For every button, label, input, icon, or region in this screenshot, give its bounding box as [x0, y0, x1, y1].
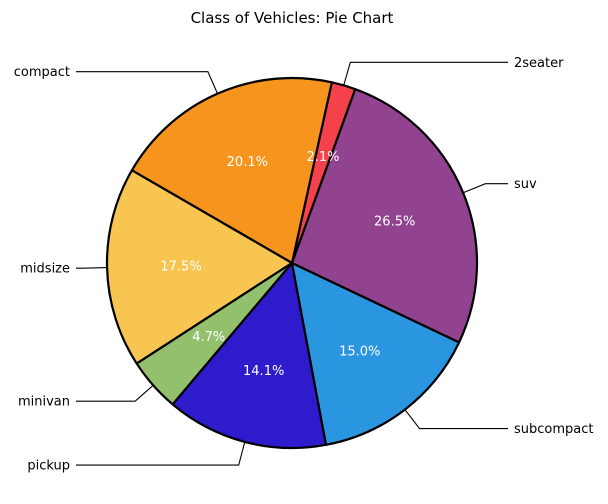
- pie-slice-midsize: [105, 169, 294, 365]
- percent-labels: 2.1% 20.1% 17.5% 4.7% 14.1% 15.0% 26.5%: [160, 150, 415, 379]
- category-labels: 2seater compact midsize minivan pickup subcom…: [14, 56, 594, 474]
- pie-slice-subcompact: [290, 261, 461, 446]
- leader-line-subcompact: [404, 409, 508, 430]
- category-label-minivan: minivan: [18, 395, 70, 410]
- percent-label-midsize: 17.5%: [160, 259, 201, 274]
- category-label-midsize: midsize: [20, 262, 70, 277]
- leader-line-midsize: [76, 267, 108, 269]
- percent-label-2seater: 2.1%: [306, 150, 339, 165]
- category-label-compact: compact: [14, 65, 70, 80]
- leader-lines: [76, 61, 508, 466]
- percent-label-subcompact: 15.0%: [339, 344, 380, 359]
- pie-slice-compact: [130, 76, 333, 265]
- chart-title: Class of Vehicles: Pie Chart: [191, 9, 394, 27]
- leader-line-minivan: [76, 384, 154, 402]
- leader-line-compact: [76, 71, 219, 94]
- pie-slice-pickup: [171, 261, 328, 450]
- category-label-subcompact: subcompact: [514, 422, 594, 437]
- leader-line-suv: [462, 183, 508, 194]
- leader-line-2seater: [343, 61, 508, 86]
- percent-label-compact: 20.1%: [227, 155, 268, 170]
- percent-label-minivan: 4.7%: [192, 330, 225, 345]
- category-label-2seater: 2seater: [514, 56, 564, 71]
- percent-label-suv: 26.5%: [374, 214, 415, 229]
- category-label-suv: suv: [514, 177, 537, 192]
- pie-slices: [105, 76, 479, 450]
- percent-label-pickup: 14.1%: [243, 364, 284, 379]
- leader-line-pickup: [76, 441, 246, 466]
- category-label-pickup: pickup: [27, 459, 70, 474]
